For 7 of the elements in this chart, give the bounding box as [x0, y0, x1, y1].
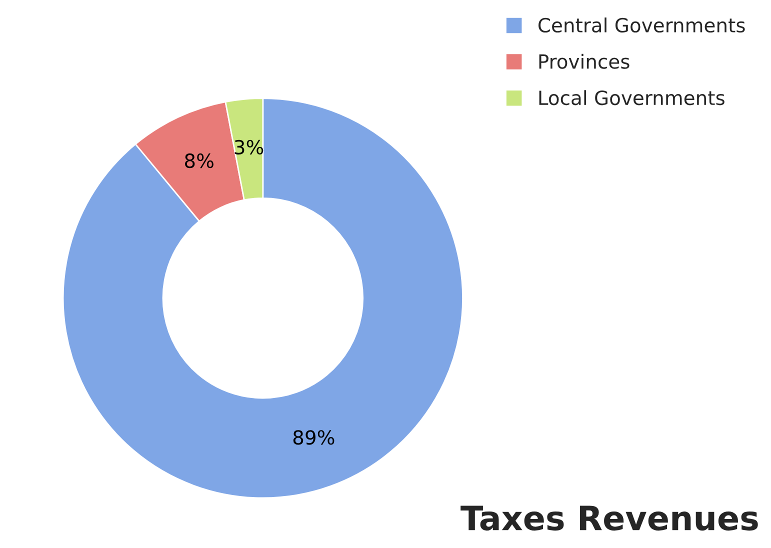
- legend-label: Local Governments: [539, 90, 724, 106]
- legend-label: Central Governments: [538, 18, 745, 33]
- data-label: 8%: [184, 153, 214, 168]
- text: Taxes Revenues: [460, 506, 758, 531]
- donut-slice: [62, 98, 464, 499]
- legend-label: Provinces: [539, 54, 630, 69]
- data-label: 89%: [293, 430, 334, 445]
